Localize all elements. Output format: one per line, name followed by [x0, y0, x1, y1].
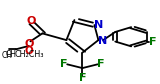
Text: F: F: [60, 59, 67, 69]
Text: O: O: [25, 39, 34, 49]
Text: N: N: [98, 36, 108, 46]
Text: CH: CH: [2, 51, 13, 60]
Text: CH₂CH₃: CH₂CH₃: [14, 50, 44, 59]
Text: O: O: [27, 16, 36, 26]
Text: CH: CH: [5, 50, 16, 59]
Text: N: N: [94, 20, 104, 30]
Text: O: O: [24, 46, 33, 56]
Text: F: F: [97, 59, 105, 69]
Text: F: F: [149, 37, 156, 47]
Text: F: F: [79, 73, 86, 83]
